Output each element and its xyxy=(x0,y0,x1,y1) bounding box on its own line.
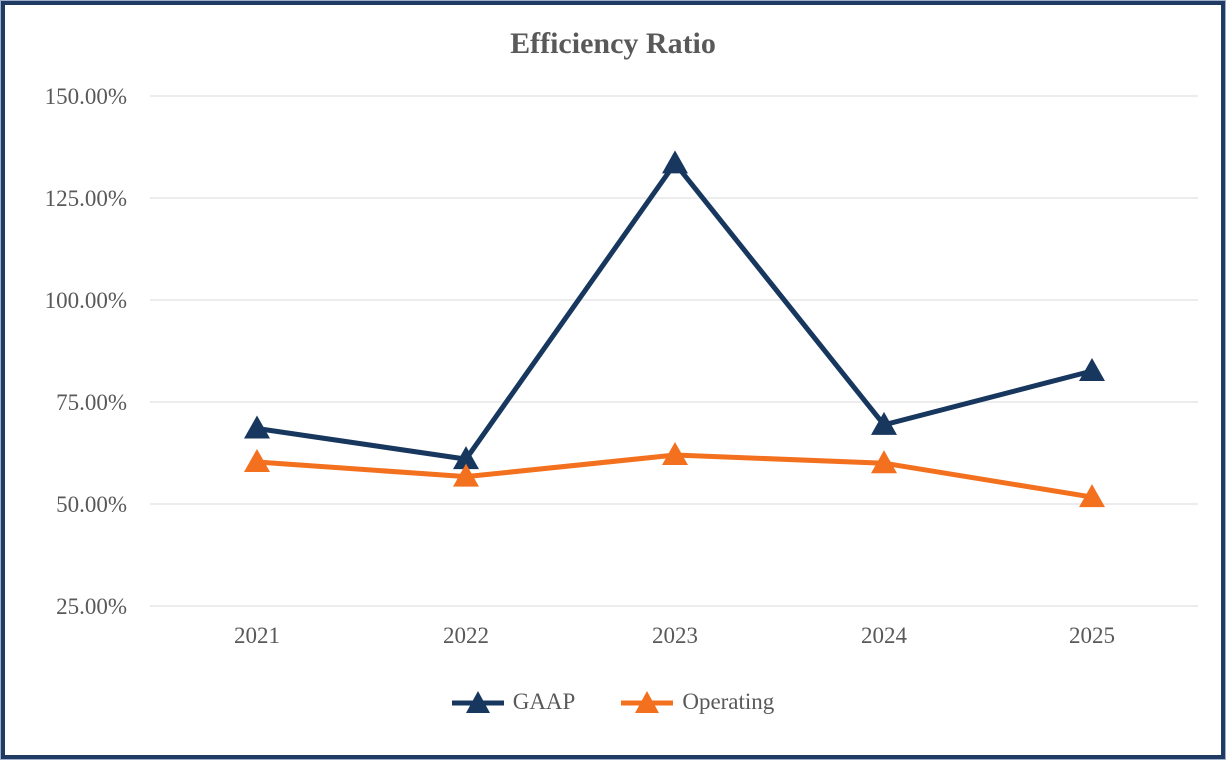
marker-gaap-2025 xyxy=(1079,357,1105,381)
legend-label-gaap: GAAP xyxy=(512,689,576,714)
legend-item-gaap: GAAP xyxy=(451,688,576,716)
marker-operating-2021 xyxy=(244,448,270,472)
marker-gaap-2023 xyxy=(662,150,688,174)
marker-operating-2025 xyxy=(1079,484,1105,508)
legend-item-operating: Operating xyxy=(621,688,774,716)
marker-operating-2023 xyxy=(662,442,688,466)
marker-operating-2022 xyxy=(453,463,479,487)
legend: GAAP Operating xyxy=(5,688,1221,716)
y-tick-label: 75.00% xyxy=(56,390,127,415)
marker-gaap-2022 xyxy=(453,446,479,470)
x-tick-label: 2022 xyxy=(443,623,489,648)
y-tick-label: 100.00% xyxy=(45,288,127,313)
marker-operating-2024 xyxy=(871,450,897,474)
x-tick-label: 2024 xyxy=(861,623,908,648)
legend-label-operating: Operating xyxy=(682,689,775,714)
chart-title: Efficiency Ratio xyxy=(510,27,716,60)
series-line-gaap xyxy=(256,159,1093,462)
plot-area: 150.00% 125.00% 100.00% 75.00% 50.00% 25.00% 2… xyxy=(45,84,1198,648)
y-tick-label: 125.00% xyxy=(45,186,127,211)
legend-triangle-icon-operating xyxy=(635,691,660,713)
marker-gaap-2024 xyxy=(871,411,897,435)
x-tick-label: 2023 xyxy=(652,623,698,648)
legend-marker-icon-operating xyxy=(621,691,674,713)
y-tick-label: 25.00% xyxy=(56,594,127,619)
y-tick-label: 150.00% xyxy=(45,84,127,109)
x-tick-label: 2021 xyxy=(234,623,280,648)
x-tick-label: 2025 xyxy=(1069,623,1115,648)
y-tick-label: 50.00% xyxy=(56,492,127,517)
legend-triangle-icon-gaap xyxy=(465,691,490,713)
legend-marker-icon-gaap xyxy=(451,691,504,713)
marker-gaap-2021 xyxy=(244,415,270,439)
